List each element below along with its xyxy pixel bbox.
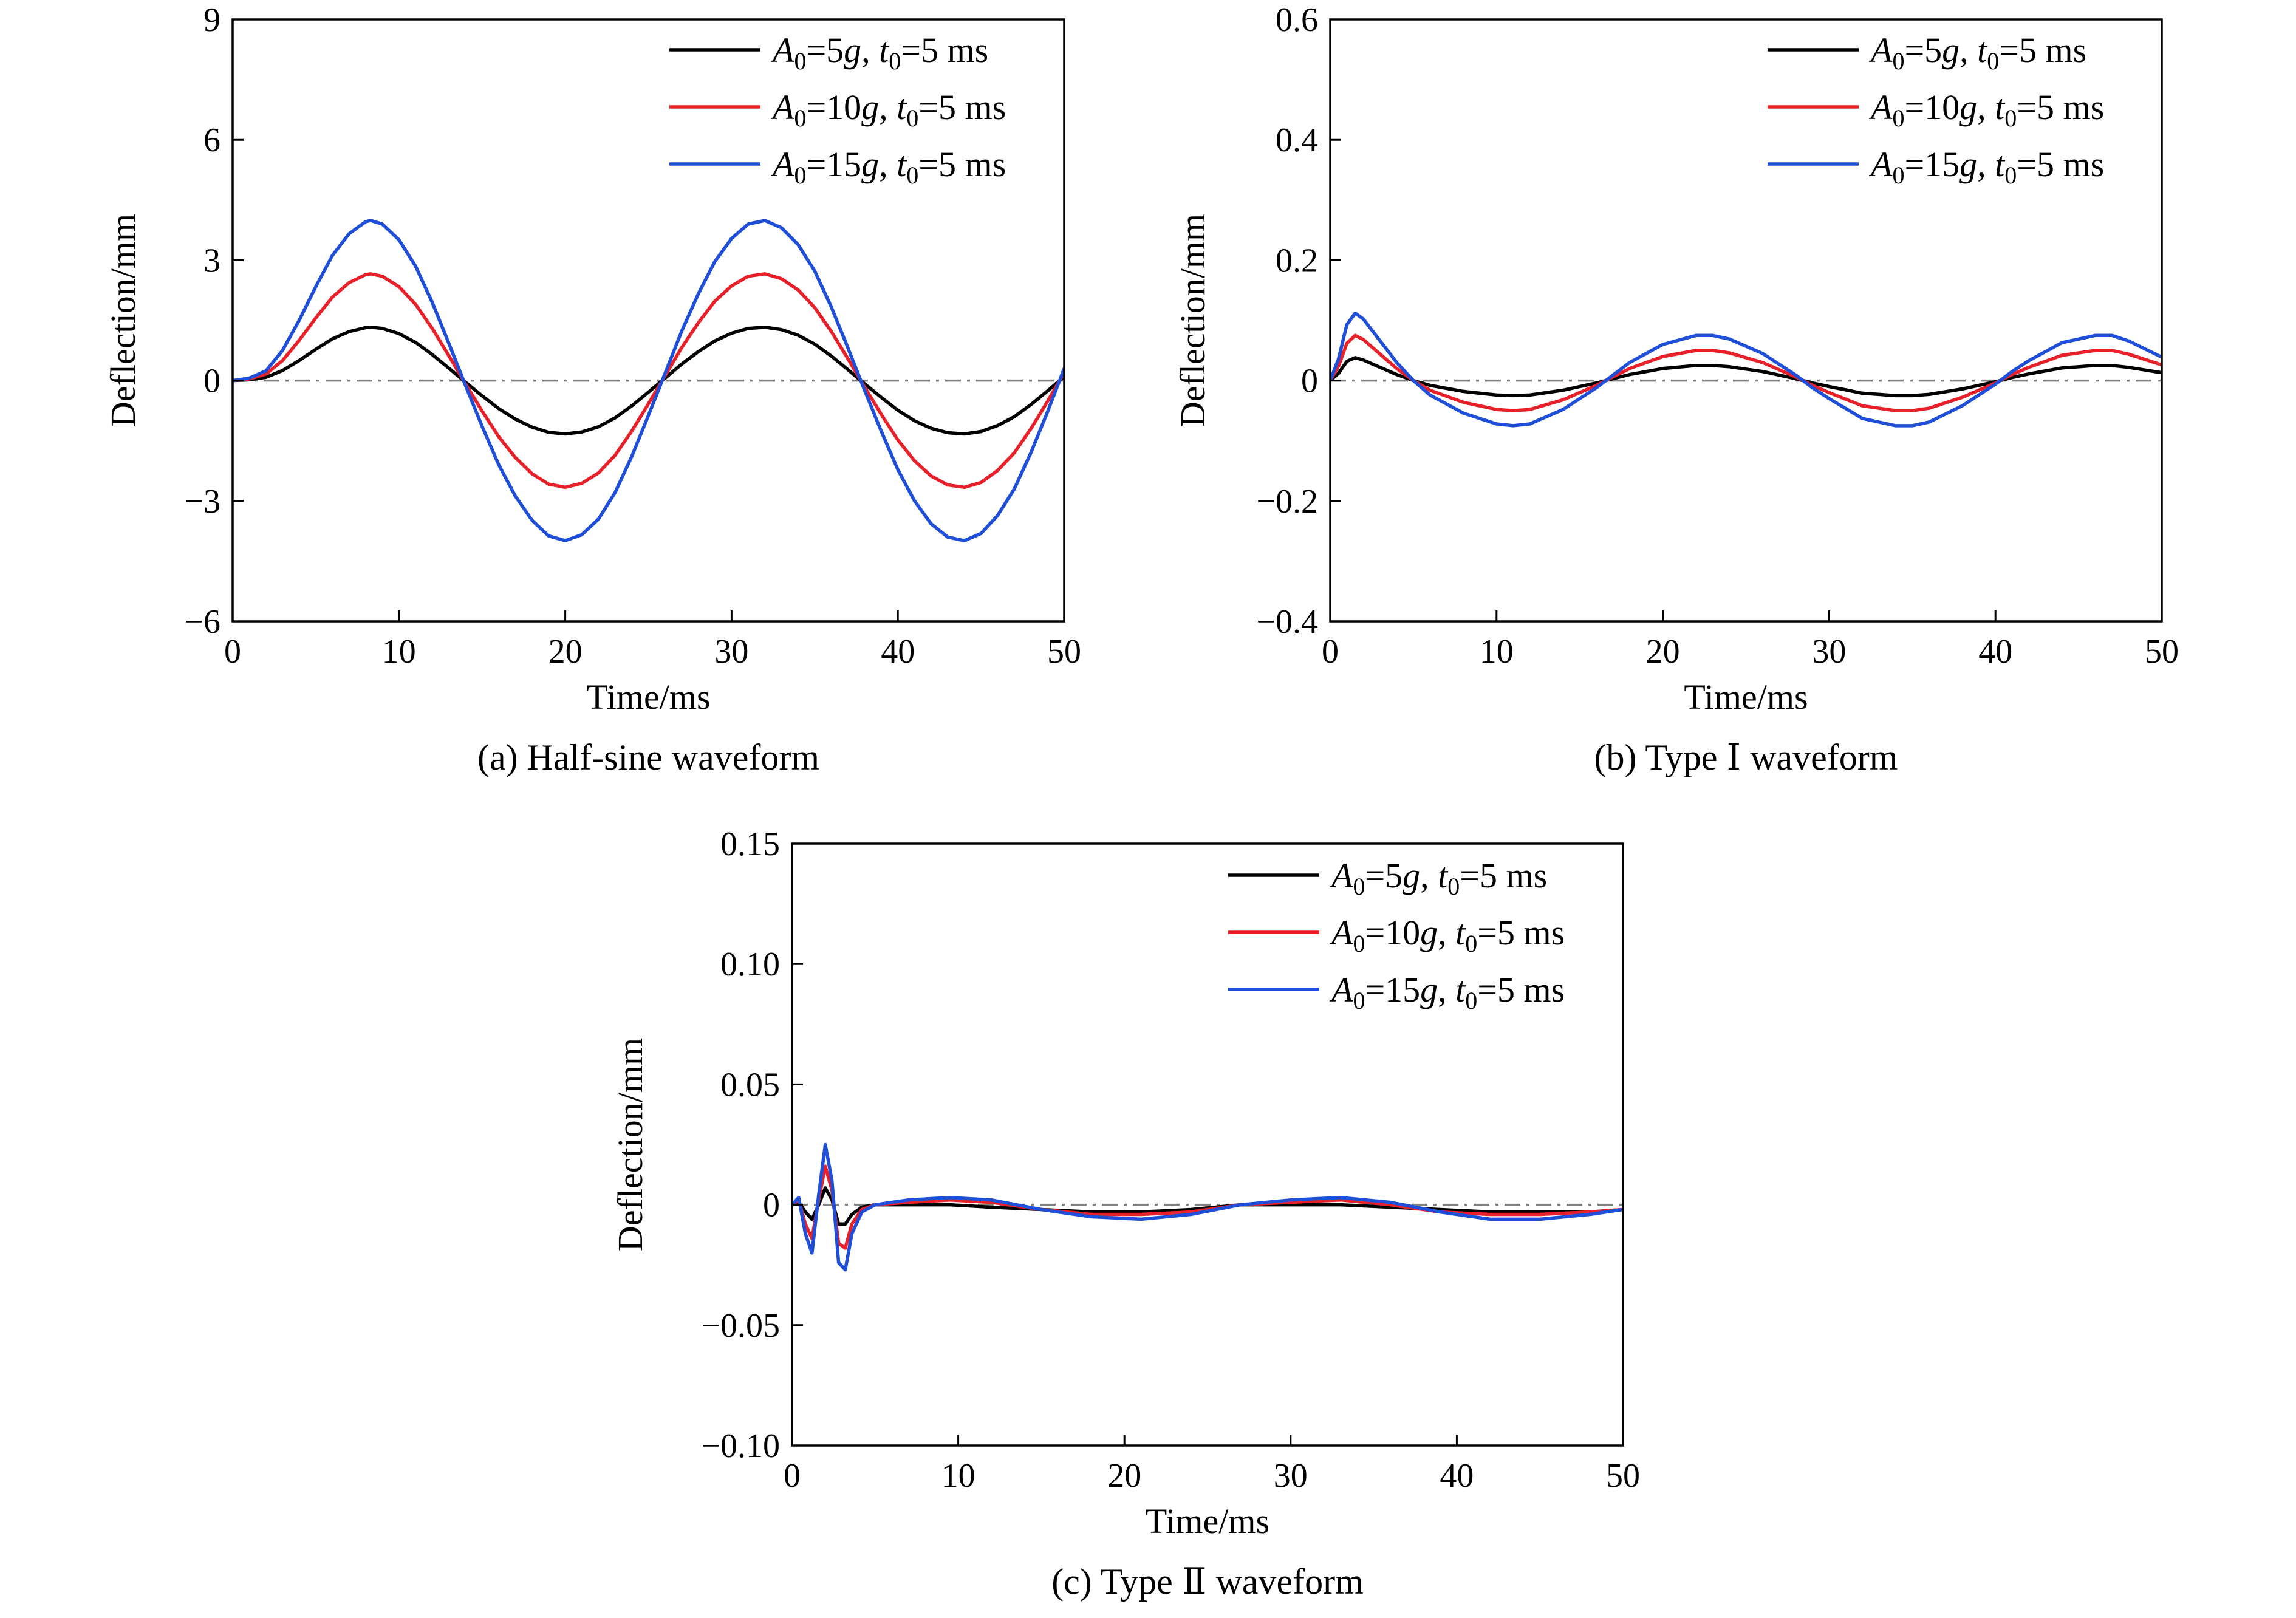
- y-axis-title: Deflection/mm: [103, 214, 143, 427]
- panel-caption: (a) Half-sine waveform: [477, 737, 819, 777]
- chart-panel-3: 0 10 20 30 40 50 −0.10 −0.05 0 0.05 0.10 0.15 Time/m…: [610, 825, 1640, 1602]
- x-tick-label: 50: [2145, 633, 2179, 671]
- x-tick-label: 30: [1274, 1457, 1308, 1495]
- y-tick-label: 0.4: [1276, 121, 1318, 159]
- x-tick-label: 10: [941, 1457, 975, 1495]
- x-axis-title: Time/ms: [1146, 1501, 1269, 1541]
- y-tick-label: 6: [203, 121, 220, 159]
- legend: A0=5g, t0=5 ms A0=10g, t0=5 ms A0=15g, t0=…: [1768, 30, 2104, 189]
- y-axis-title: Deflection/mm: [610, 1038, 650, 1251]
- panel-caption: (c) Type Ⅱ waveform: [1051, 1562, 1364, 1602]
- plot-frame: [1329, 18, 2163, 623]
- legend: A0=5g, t0=5 ms A0=10g, t0=5 ms A0=15g, t0=…: [1228, 856, 1565, 1014]
- x-tick-label: 10: [1480, 633, 1514, 671]
- plot-frame: [231, 18, 1065, 623]
- x-tick-label: 30: [714, 633, 748, 671]
- x-tick-label: 20: [1107, 1457, 1141, 1495]
- y-tick-label: 0: [203, 363, 220, 400]
- x-tick-label: 30: [1812, 633, 1846, 671]
- y-tick-label: 0.2: [1276, 242, 1318, 279]
- y-tick-label: 0.6: [1276, 1, 1318, 39]
- x-tick-label: 0: [784, 1457, 801, 1495]
- y-tick-label: −0.2: [1256, 483, 1318, 521]
- legend-label-3: A0=15g, t0=5 ms: [1868, 145, 2104, 189]
- x-axis-title: Time/ms: [586, 677, 710, 717]
- y-tick-label: −0.10: [701, 1427, 780, 1465]
- chart-panel-1: 0 10 20 30 40 50 −6 −3 0 3 6 9 Time/ms Deflection/mm (…: [103, 1, 1081, 777]
- x-tick-label: 40: [881, 633, 915, 671]
- chart-panel-2: 0 10 20 30 40 50 −0.4 −0.2 0 0.2 0.4 0.6 Time/ms Defl…: [1173, 1, 2179, 777]
- y-tick-label: 0.05: [720, 1066, 780, 1104]
- y-tick-label: −0.05: [701, 1307, 780, 1345]
- legend-label-1: A0=5g, t0=5 ms: [1868, 30, 2086, 75]
- plot-frame: [791, 842, 1624, 1447]
- legend-label-2: A0=10g, t0=5 ms: [1329, 913, 1565, 957]
- x-tick-label: 20: [1646, 633, 1680, 671]
- panel-caption: (b) Type Ⅰ waveform: [1594, 737, 1898, 777]
- x-tick-label: 20: [548, 633, 583, 671]
- y-tick-label: 3: [203, 242, 220, 279]
- y-tick-label: 0: [763, 1187, 780, 1224]
- x-tick-label: 40: [1440, 1457, 1474, 1495]
- series-line-1: [233, 325, 1064, 436]
- y-axis-title: Deflection/mm: [1173, 214, 1212, 427]
- legend: A0=5g, t0=5 ms A0=10g, t0=5 ms A0=15g, t0=…: [669, 30, 1006, 189]
- series-line-2: [1330, 333, 2162, 412]
- series-line-1: [1330, 356, 2162, 398]
- y-tick-label: −6: [184, 603, 220, 641]
- y-tick-label: −0.4: [1256, 603, 1318, 641]
- legend-label-2: A0=10g, t0=5 ms: [1868, 87, 2104, 132]
- x-tick-label: 10: [382, 633, 416, 671]
- y-tick-label: 0: [1301, 363, 1318, 400]
- x-tick-label: 50: [1606, 1457, 1640, 1495]
- series-line-3: [792, 1142, 1623, 1272]
- y-tick-label: 0.15: [720, 825, 780, 863]
- y-tick-label: 0.10: [720, 946, 780, 983]
- series-line-3: [1330, 311, 2162, 428]
- legend-label-3: A0=15g, t0=5 ms: [1329, 970, 1565, 1014]
- x-tick-label: 0: [224, 633, 241, 671]
- series-line-3: [233, 219, 1064, 542]
- legend-label-3: A0=15g, t0=5 ms: [770, 145, 1006, 189]
- y-tick-label: −3: [184, 483, 220, 521]
- x-tick-label: 50: [1047, 633, 1081, 671]
- x-tick-label: 0: [1322, 633, 1339, 671]
- legend-label-1: A0=5g, t0=5 ms: [1329, 856, 1547, 900]
- legend-label-1: A0=5g, t0=5 ms: [770, 30, 988, 75]
- y-tick-label: 9: [203, 1, 220, 39]
- series-line-2: [233, 272, 1064, 490]
- x-axis-title: Time/ms: [1684, 677, 1808, 717]
- legend-label-2: A0=10g, t0=5 ms: [770, 87, 1006, 132]
- x-tick-label: 40: [1978, 633, 2012, 671]
